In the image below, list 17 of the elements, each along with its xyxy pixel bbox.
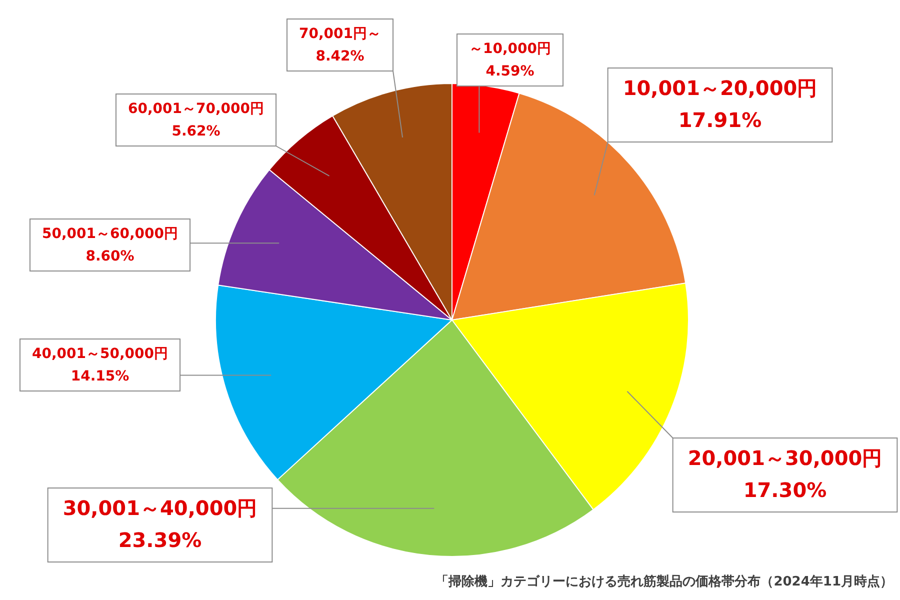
- slice-label: 30,001～40,000円: [62, 496, 258, 520]
- data-label: 5.62%: [172, 124, 220, 140]
- data-label: 17.91%: [678, 108, 762, 132]
- slice-label: 60,001～70,000円: [128, 101, 264, 118]
- slice-label: 10,001～20,000円: [622, 76, 818, 100]
- slice-label: 20,001～30,000円: [688, 446, 882, 470]
- data-label: 8.42%: [316, 48, 364, 65]
- slice-label: ～10,000円: [468, 41, 552, 58]
- data-label: 4.59%: [486, 64, 534, 80]
- slice-label: 70,001円～: [298, 26, 382, 42]
- text: 「掃除機」カテゴリーにおける売れ筋製品の価格帯分布（2024年11月時点）: [436, 573, 893, 590]
- slice-label: 50,001～60,000円: [42, 226, 178, 242]
- slice-label: 40,001～50,000円: [32, 346, 168, 362]
- data-label: 14.15%: [70, 368, 130, 385]
- data-label: 8.60%: [86, 248, 134, 265]
- data-label: 23.39%: [118, 528, 202, 552]
- data-label: 17.30%: [743, 478, 827, 502]
